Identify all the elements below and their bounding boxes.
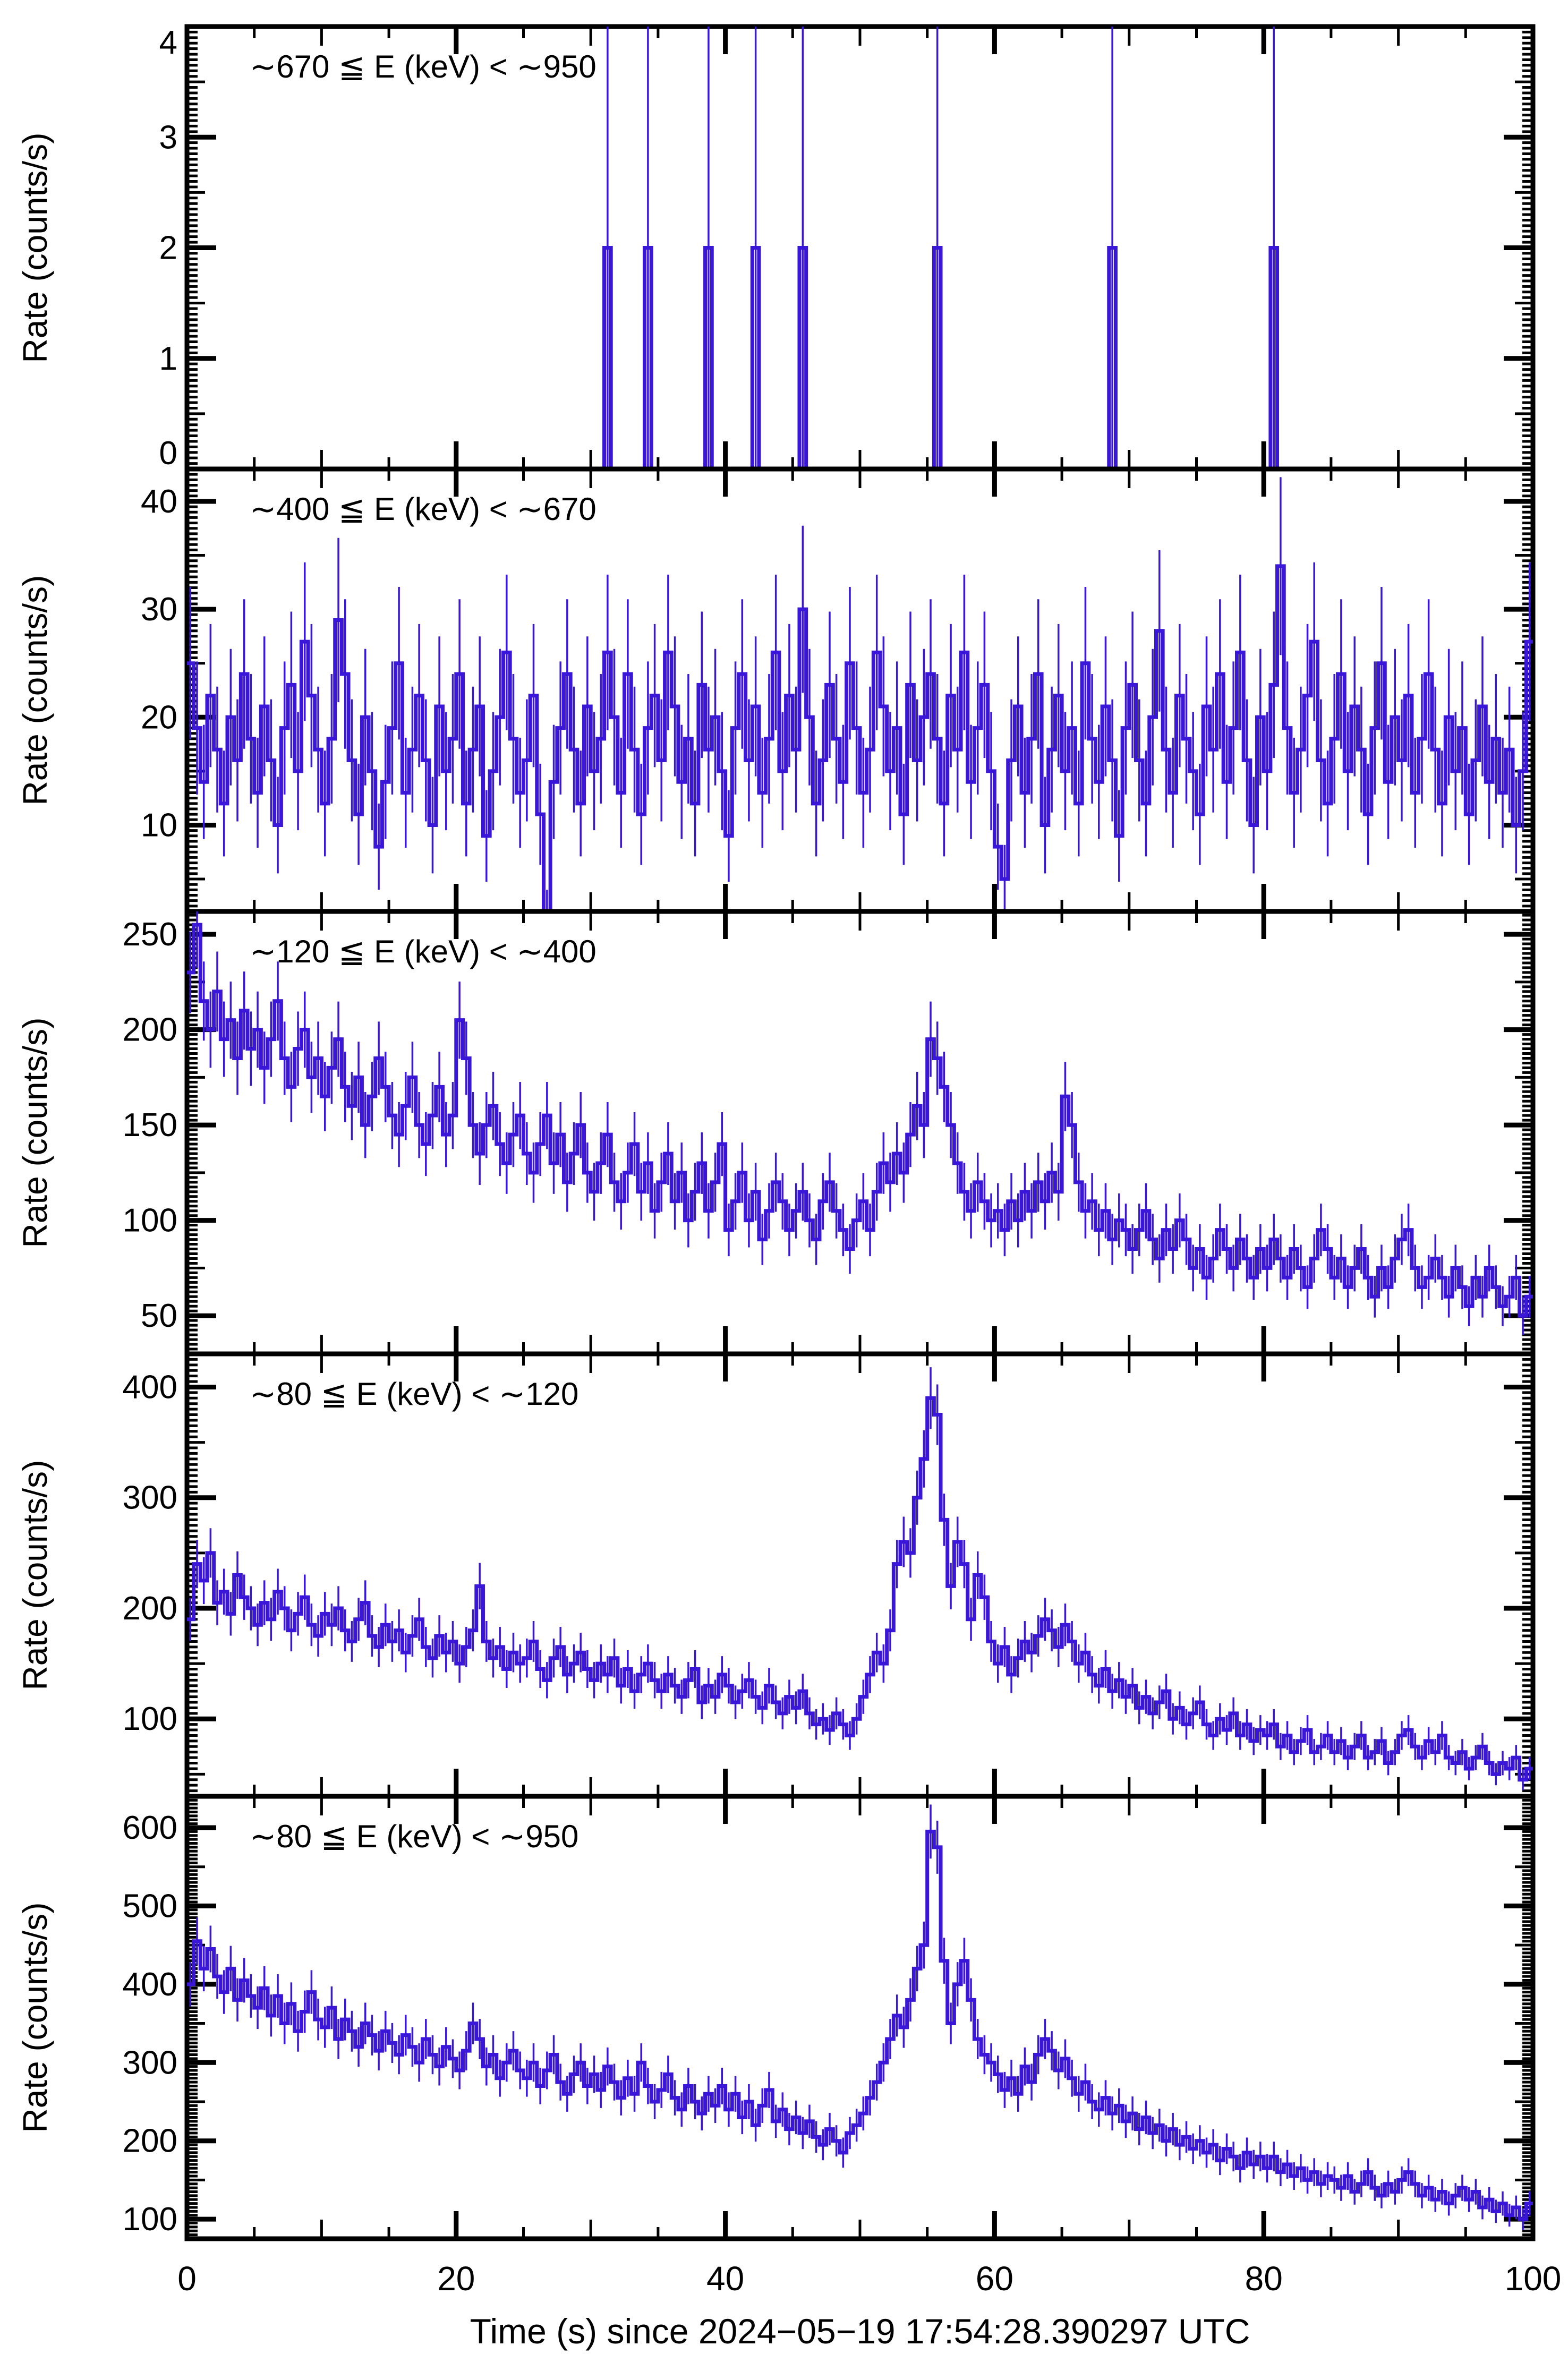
step-histogram <box>187 1396 1533 1782</box>
y-tick-label: 50 <box>141 1298 177 1334</box>
y-ticks <box>187 1352 1533 1798</box>
step-histogram <box>187 564 1533 911</box>
y-tick-label: 30 <box>141 591 177 628</box>
panel-3: 50 100 150 200 250 Rate (counts/s) ∼120 ≦ E (k… <box>16 909 1536 1357</box>
y-tick-label: 100 <box>123 2201 177 2238</box>
panel-data <box>187 477 1533 911</box>
x-tick-label: 100 <box>1505 2259 1562 2298</box>
y-tick-labels: 0 1 2 3 4 <box>159 24 177 472</box>
y-tick-label: 1 <box>159 340 177 377</box>
y-tick-label: 3 <box>159 119 177 156</box>
panel-title: ∼400 ≦ E (keV) < ∼670 <box>250 491 596 527</box>
panel-4: 100 200 300 400 Rate (counts/s) ∼80 ≦ E (keV)… <box>16 1351 1536 1799</box>
y-tick-label: 10 <box>141 807 177 843</box>
y-tick-label: 0 <box>159 435 177 472</box>
y-tick-label: 40 <box>141 483 177 520</box>
y-tick-label: 200 <box>123 2123 177 2160</box>
y-tick-label: 300 <box>123 1480 177 1516</box>
panel-2: 10 20 30 40 Rate (counts/s) ∼400 ≦ E (keV) < … <box>16 466 1536 914</box>
y-ticks <box>187 1795 1533 2240</box>
y-tick-label: 150 <box>123 1107 177 1144</box>
y-axis-label: Rate (counts/s) <box>16 575 54 806</box>
panel-1: 0 1 2 3 4 Rate (counts/s) ∼670 ≦ E (keV) < ∼95… <box>16 24 1536 472</box>
y-tick-labels: 100 200 300 400 500 600 <box>123 1810 177 2238</box>
panel-title: ∼670 ≦ E (keV) < ∼950 <box>250 49 596 84</box>
panel-title: ∼80 ≦ E (keV) < ∼950 <box>250 1819 578 1854</box>
y-tick-label: 400 <box>123 1369 177 1405</box>
step-histogram <box>187 923 1533 1318</box>
y-tick-label: 200 <box>123 1012 177 1048</box>
x-tick-labels: 0 20 40 60 80 100 <box>177 2259 1561 2298</box>
x-tick-label: 0 <box>177 2259 197 2298</box>
panel-title: ∼120 ≦ E (keV) < ∼400 <box>250 934 596 969</box>
panel-data <box>187 1804 1533 2230</box>
y-tick-label: 4 <box>159 24 177 61</box>
y-tick-label: 400 <box>123 1966 177 2003</box>
error-bars <box>189 1367 1531 1790</box>
y-tick-labels: 100 200 300 400 <box>123 1369 177 1737</box>
y-axis-label: Rate (counts/s) <box>16 1460 54 1691</box>
y-tick-label: 250 <box>123 916 177 953</box>
panel-data <box>187 911 1533 1335</box>
y-tick-label: 500 <box>123 1888 177 1924</box>
y-tick-label: 100 <box>123 1701 177 1737</box>
panel-data <box>187 27 1533 469</box>
panel-5: 100 200 300 400 500 600 Rate (counts/s) ∼80 ≦ E… <box>16 1794 1536 2241</box>
y-tick-label: 100 <box>123 1202 177 1239</box>
x-tick-label: 60 <box>976 2259 1013 2298</box>
panel-data <box>187 1367 1533 1790</box>
x-axis-title: Time (s) since 2024−05−19 17:54:28.39029… <box>470 2312 1250 2351</box>
y-tick-label: 2 <box>159 230 177 267</box>
y-tick-labels: 50 100 150 200 250 <box>123 916 177 1334</box>
y-tick-label: 200 <box>123 1590 177 1627</box>
y-tick-label: 20 <box>141 699 177 736</box>
step-histogram <box>187 1829 1533 2221</box>
y-axis-label: Rate (counts/s) <box>16 1018 54 1248</box>
x-tick-label: 80 <box>1245 2259 1283 2298</box>
y-tick-labels: 10 20 30 40 <box>141 483 177 844</box>
x-tick-label: 20 <box>437 2259 475 2298</box>
x-tick-label: 40 <box>706 2259 744 2298</box>
panel-title: ∼80 ≦ E (keV) < ∼120 <box>250 1376 578 1412</box>
y-axis-label: Rate (counts/s) <box>16 133 54 363</box>
y-tick-label: 600 <box>123 1810 177 1846</box>
y-tick-label: 300 <box>123 2044 177 2081</box>
y-axis-label: Rate (counts/s) <box>16 1903 54 2133</box>
